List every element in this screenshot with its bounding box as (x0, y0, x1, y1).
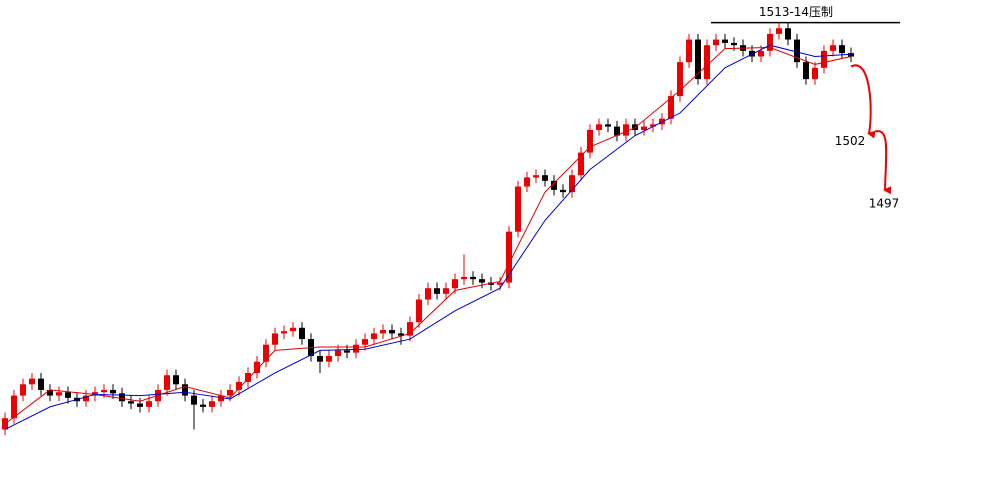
candle-body (380, 330, 386, 334)
candle-body (290, 327, 296, 332)
candle-body (389, 330, 395, 334)
candle-body (443, 288, 449, 294)
candle-body (506, 231, 512, 283)
candle-body (605, 124, 611, 127)
candle-body (92, 392, 98, 396)
candle-body (326, 356, 332, 362)
candle-body (641, 126, 647, 130)
candle-body (263, 344, 269, 362)
candle-body (479, 279, 485, 283)
candle-body (371, 333, 377, 340)
candle-body (191, 395, 197, 405)
candle-body (110, 389, 116, 394)
candle-body (101, 389, 107, 393)
candle-body (218, 395, 224, 402)
candle-body (353, 344, 359, 353)
candle-body (497, 282, 503, 285)
candle-body (542, 175, 548, 181)
candle-body (434, 288, 440, 294)
candle-body (839, 45, 845, 54)
candle-body (83, 395, 89, 402)
candle-body (344, 350, 350, 353)
candle-body (686, 39, 692, 63)
candle-body (398, 333, 404, 336)
candle-body (668, 96, 674, 119)
candle-body (164, 375, 170, 390)
candle-body (182, 384, 188, 396)
moving-average (4, 44, 852, 430)
candle-body (236, 382, 242, 390)
candle-body (299, 327, 305, 340)
candle-body (803, 62, 809, 80)
target-label: 1502 (835, 134, 866, 148)
candle-body (776, 28, 782, 34)
candle-body (317, 356, 323, 362)
candle-body (596, 124, 602, 130)
candle-body (623, 124, 629, 136)
candle-body (758, 50, 764, 57)
candle-body (281, 331, 287, 334)
candle-body (785, 28, 791, 40)
candle-body (461, 276, 467, 280)
candle-body (227, 389, 233, 396)
candle-body (578, 152, 584, 176)
candle-body (650, 124, 656, 127)
candle-body (407, 322, 413, 336)
candle-body (119, 393, 125, 402)
candle-body (65, 392, 71, 398)
candle-body (11, 395, 17, 419)
candle-body (128, 401, 134, 404)
candle-body (551, 180, 557, 190)
candle-body (731, 42, 737, 46)
candle-body (587, 129, 593, 153)
candle-body (137, 403, 143, 407)
candle-body (416, 299, 422, 323)
candle-body (425, 288, 431, 300)
candle-body (659, 118, 665, 125)
candle-body (515, 186, 521, 232)
candle-body (713, 39, 719, 46)
candle-body (821, 50, 827, 68)
candle-body (767, 33, 773, 51)
candle-body (794, 39, 800, 63)
candle-body (533, 175, 539, 178)
candle-body (200, 404, 206, 407)
candle-body (470, 276, 476, 280)
resistance-label: 1513-14压制 (759, 5, 833, 19)
candle-body (704, 45, 710, 80)
candle-body (452, 279, 458, 289)
candle-body (848, 53, 854, 57)
candle-body (38, 378, 44, 390)
candle-body (812, 67, 818, 80)
target-arrow (874, 130, 892, 195)
candle-body (722, 39, 728, 43)
candle-body (362, 339, 368, 345)
candle-body (524, 177, 530, 187)
candle-body (569, 175, 575, 193)
candle-body (146, 401, 152, 407)
candle-body (173, 375, 179, 385)
candle-body (245, 372, 251, 383)
target-label: 1497 (869, 197, 900, 211)
candle-body (749, 50, 755, 57)
target-arrow (850, 64, 876, 139)
candle-body (677, 62, 683, 97)
candle-body (272, 333, 278, 345)
candle-body (56, 392, 62, 396)
moving-average (4, 46, 852, 425)
candle-body (830, 45, 836, 51)
candle-body (695, 39, 701, 80)
candle-body (614, 126, 620, 136)
candle-body (335, 350, 341, 357)
candle-body (47, 389, 53, 396)
candle-body (20, 384, 26, 396)
candle-body (560, 189, 566, 193)
candle-body (209, 401, 215, 407)
candle-body (254, 361, 260, 373)
candle-body (29, 378, 35, 385)
